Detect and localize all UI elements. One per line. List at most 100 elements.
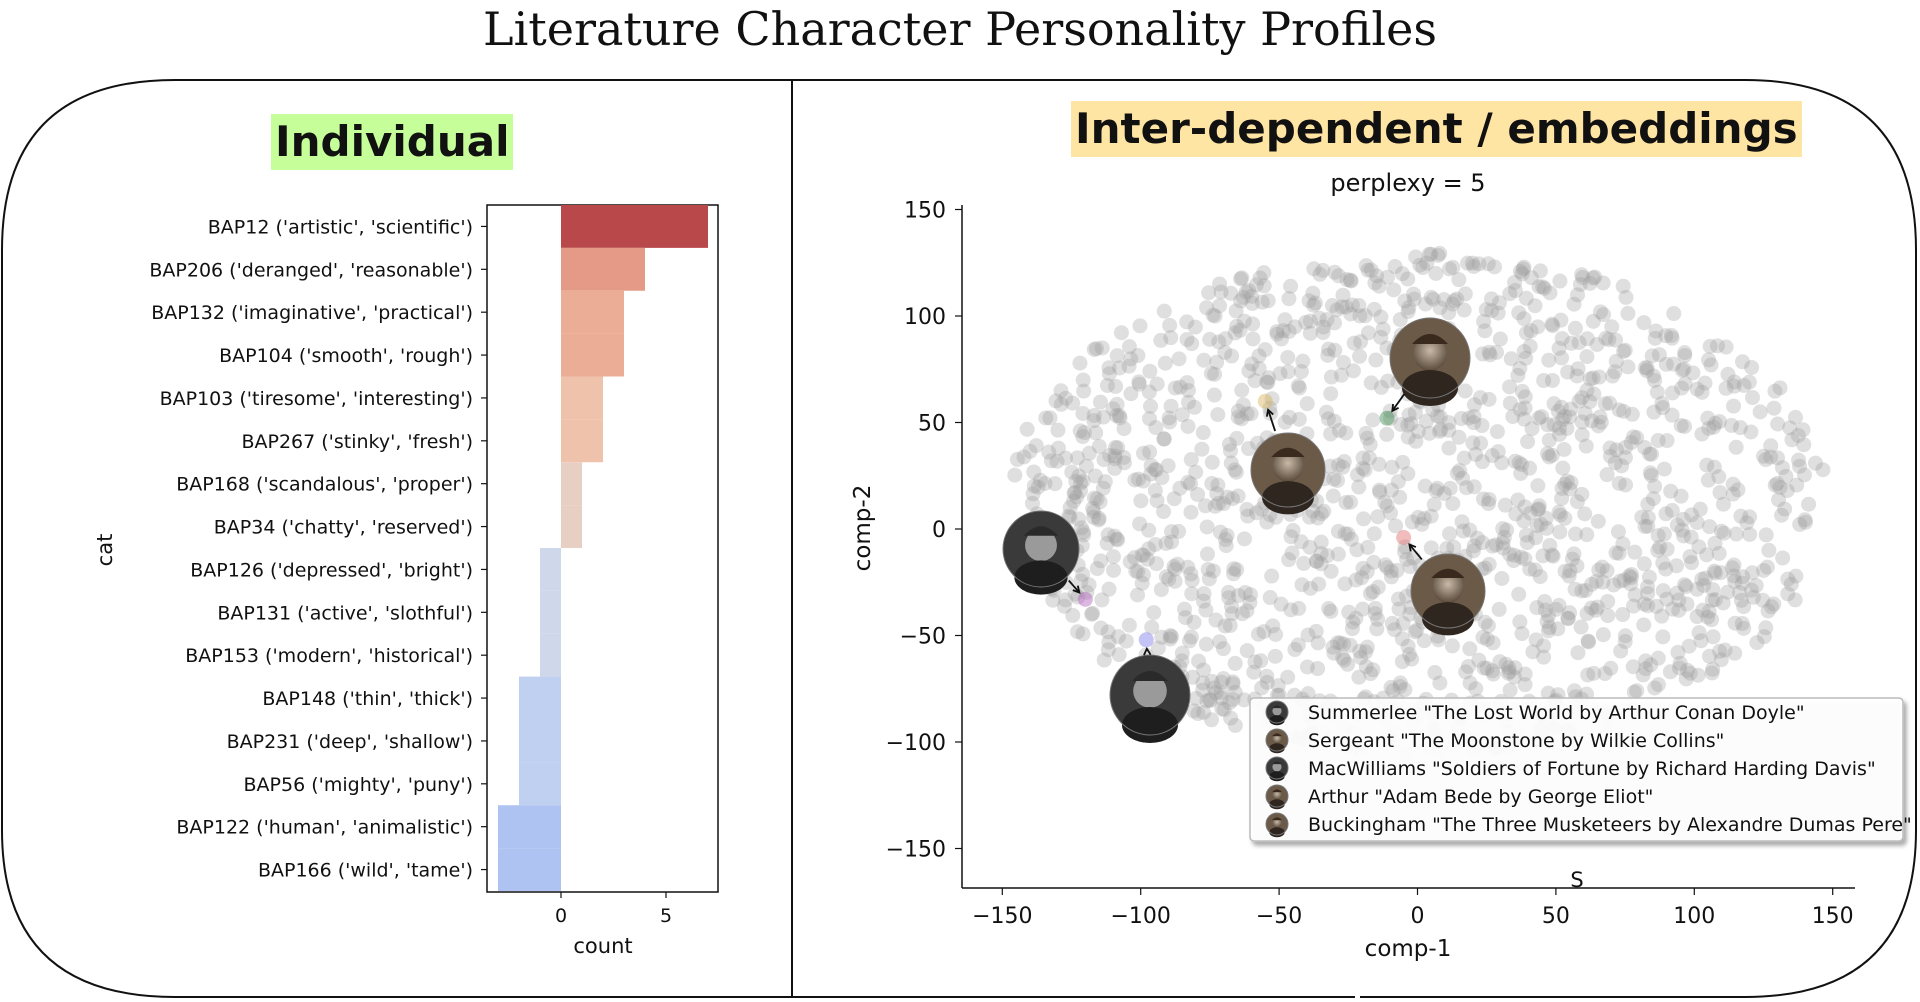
background-point xyxy=(1770,416,1786,432)
background-point xyxy=(1343,531,1359,547)
background-point xyxy=(1611,402,1627,418)
background-point xyxy=(1326,645,1342,661)
background-point xyxy=(1281,291,1297,307)
background-point xyxy=(1229,562,1245,578)
background-point xyxy=(1176,601,1192,617)
background-point xyxy=(1758,452,1774,468)
background-point xyxy=(1202,331,1218,347)
background-point xyxy=(1291,380,1307,396)
background-point xyxy=(1627,587,1643,603)
background-point xyxy=(1158,569,1174,585)
background-point xyxy=(1678,579,1694,595)
background-point xyxy=(1254,294,1270,310)
background-point xyxy=(1283,529,1299,545)
background-point xyxy=(1579,382,1595,398)
bar-category-label: BAP267 ('stinky', 'fresh') xyxy=(241,431,473,453)
background-point xyxy=(1690,667,1706,683)
background-point xyxy=(1720,366,1736,382)
background-point xyxy=(1599,467,1615,483)
background-point xyxy=(1132,516,1148,532)
background-point xyxy=(1400,417,1416,433)
background-point xyxy=(1252,270,1268,286)
background-point xyxy=(1249,505,1265,521)
scatter-x-tick-label: −150 xyxy=(972,904,1032,929)
background-point xyxy=(1638,653,1654,669)
background-point xyxy=(1371,278,1387,294)
background-point xyxy=(1042,410,1058,426)
background-point xyxy=(1319,312,1335,328)
background-point xyxy=(1647,478,1663,494)
background-point xyxy=(1808,455,1824,471)
background-point xyxy=(1222,695,1238,711)
background-point xyxy=(1563,401,1579,417)
background-point xyxy=(1351,669,1367,685)
background-point xyxy=(1559,421,1575,437)
background-point xyxy=(1071,468,1087,484)
background-point xyxy=(1726,374,1742,390)
background-point xyxy=(1522,505,1538,521)
highlighted-point xyxy=(1077,591,1093,607)
background-point xyxy=(1615,278,1631,294)
background-point xyxy=(1354,570,1370,586)
background-point xyxy=(1458,664,1474,680)
background-point xyxy=(1659,541,1675,557)
background-point xyxy=(1186,614,1202,630)
background-point xyxy=(1383,569,1399,585)
background-point xyxy=(1646,368,1662,384)
background-point xyxy=(1323,603,1339,619)
background-point xyxy=(1075,473,1091,489)
background-point xyxy=(1570,287,1586,303)
background-point xyxy=(1351,298,1367,314)
background-point xyxy=(1484,303,1500,319)
background-point xyxy=(1313,546,1329,562)
background-point xyxy=(1704,592,1720,608)
background-point xyxy=(1801,496,1817,512)
background-point xyxy=(1400,271,1416,287)
background-point xyxy=(1625,659,1641,675)
background-point xyxy=(1554,350,1570,366)
background-point xyxy=(1758,620,1774,636)
background-point xyxy=(1387,259,1403,275)
background-point xyxy=(1713,523,1729,539)
background-point xyxy=(1550,621,1566,637)
background-point xyxy=(1216,496,1232,512)
background-point xyxy=(1096,452,1112,468)
background-point xyxy=(1089,561,1105,577)
background-point xyxy=(1502,286,1518,302)
background-point xyxy=(1540,685,1556,701)
background-point xyxy=(1147,462,1163,478)
background-point xyxy=(1766,596,1782,612)
background-point xyxy=(1383,679,1399,695)
left-panel-title: Individual xyxy=(271,114,514,170)
background-point xyxy=(1358,644,1374,660)
background-point xyxy=(1406,286,1422,302)
bar-x-tick-label: 0 xyxy=(555,905,567,927)
background-point xyxy=(1206,387,1222,403)
background-point xyxy=(1073,475,1089,491)
background-point xyxy=(1019,421,1035,437)
background-point xyxy=(1226,561,1242,577)
background-point xyxy=(1121,339,1137,355)
background-point xyxy=(1394,266,1410,282)
background-point xyxy=(1701,648,1717,664)
background-point xyxy=(1392,312,1408,328)
background-point xyxy=(1604,319,1620,335)
background-point xyxy=(1514,457,1530,473)
background-point xyxy=(1796,437,1812,453)
background-point xyxy=(1481,344,1497,360)
background-point xyxy=(1395,454,1411,470)
background-point xyxy=(1655,629,1671,645)
background-point xyxy=(1264,391,1280,407)
background-point xyxy=(1763,449,1779,465)
background-point xyxy=(1735,354,1751,370)
background-point xyxy=(1360,325,1376,341)
background-point xyxy=(1226,566,1242,582)
background-point xyxy=(1430,632,1446,648)
background-point xyxy=(1204,712,1220,728)
background-point xyxy=(1685,365,1701,381)
legend-entry-label: Sergeant "The Moonstone by Wilkie Collin… xyxy=(1308,730,1724,752)
background-point xyxy=(1790,427,1806,443)
background-point xyxy=(1107,440,1123,456)
background-point xyxy=(1634,509,1650,525)
background-point xyxy=(1281,552,1297,568)
